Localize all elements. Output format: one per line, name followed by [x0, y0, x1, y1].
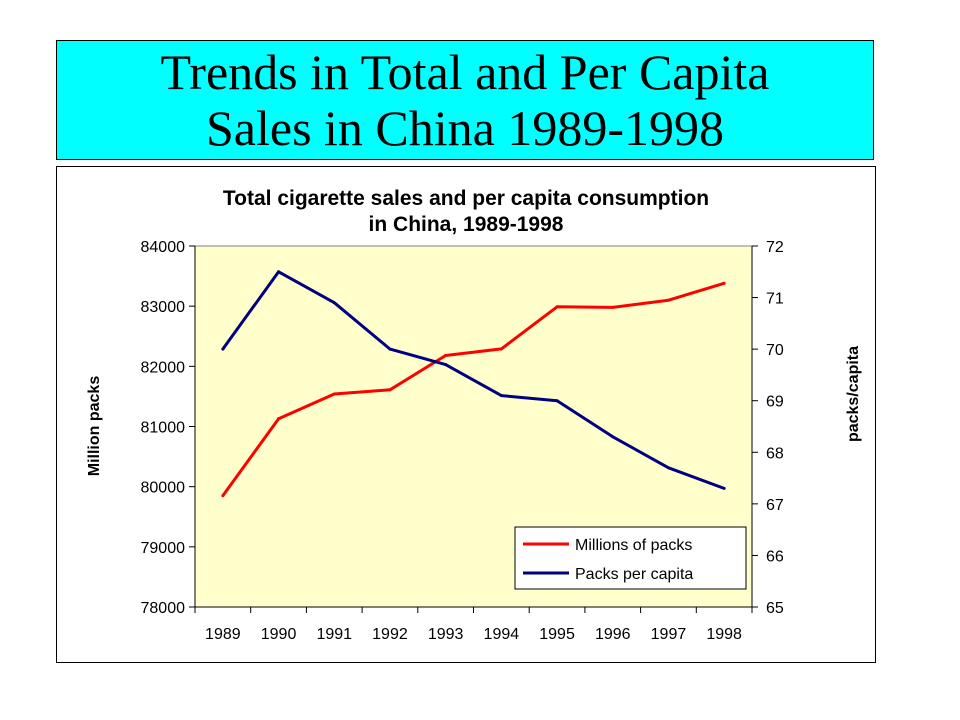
chart-frame: Total cigarette sales and per capita con… [56, 166, 876, 663]
y-left-tick-label: 82000 [141, 359, 186, 376]
legend: Millions of packs Packs per capita [514, 526, 747, 590]
data-point-millions-of-packs [277, 417, 281, 421]
data-point-packs-per-capita [611, 435, 615, 439]
data-point-packs-per-capita [332, 301, 336, 305]
data-point-millions-of-packs [611, 305, 615, 309]
y-right-tick-label: 68 [766, 445, 784, 462]
legend-box [514, 526, 747, 590]
data-point-millions-of-packs [722, 281, 726, 285]
chart-title-line-1: Total cigarette sales and per capita con… [223, 187, 709, 210]
y-left-axis-label: Million packs [86, 376, 103, 477]
y-left-tick-label: 78000 [141, 600, 186, 617]
line-chart: Total cigarette sales and per capita con… [86, 187, 862, 643]
y-left-tick-label: 83000 [141, 299, 186, 316]
x-tick-label: 1997 [651, 626, 687, 643]
data-point-millions-of-packs [221, 494, 225, 498]
data-point-packs-per-capita [666, 466, 670, 470]
y-left-tick-label: 84000 [141, 239, 186, 256]
y-right-tick-label: 71 [766, 291, 784, 308]
legend-label-packs-per-capita: Packs per capita [575, 566, 693, 583]
data-point-millions-of-packs [388, 388, 392, 392]
y-right-tick-label: 72 [766, 239, 784, 256]
data-point-millions-of-packs [444, 354, 448, 358]
y-right-tick-label: 65 [766, 600, 784, 617]
x-tick-label: 1989 [205, 626, 241, 643]
y-right-tick-label: 70 [766, 342, 784, 359]
data-point-packs-per-capita [444, 363, 448, 367]
y-left-tick-label: 81000 [141, 420, 186, 437]
y-right-tick-label: 69 [766, 394, 784, 411]
data-point-packs-per-capita [388, 347, 392, 351]
x-tick-label: 1994 [484, 626, 520, 643]
x-tick-label: 1991 [316, 626, 352, 643]
x-tick-label: 1990 [261, 626, 297, 643]
x-tick-label: 1993 [428, 626, 464, 643]
axes: 78000 79000 80000 81000 82000 83000 84000 65 66 6… [141, 239, 784, 643]
x-tick-label: 1996 [595, 626, 631, 643]
data-point-packs-per-capita [499, 394, 503, 398]
data-point-packs-per-capita [555, 399, 559, 403]
slide-title-line-2: Sales in China 1989-1998 [205, 100, 725, 156]
data-point-millions-of-packs [332, 392, 336, 396]
data-point-packs-per-capita [221, 347, 225, 351]
legend-label-millions-of-packs: Millions of packs [575, 537, 692, 554]
y-left-tick-label: 79000 [141, 540, 186, 557]
data-point-packs-per-capita [722, 486, 726, 490]
series-line-millions-of-packs [221, 281, 725, 497]
series-line-packs-per-capita [221, 270, 725, 490]
slide-title-box: Trends in Total and Per Capita Sales in … [56, 40, 874, 160]
x-tick-label: 1998 [706, 626, 742, 643]
data-point-millions-of-packs [499, 347, 503, 351]
y-right-tick-label: 66 [766, 548, 784, 565]
chart-title-line-2: in China, 1989-1998 [369, 213, 564, 236]
y-right-axis-label: packs/capita [845, 346, 862, 442]
slide-title-line-1: Trends in Total and Per Capita [160, 44, 770, 100]
series-lines [221, 270, 726, 498]
data-point-millions-of-packs [555, 305, 559, 309]
y-right-tick-label: 67 [766, 497, 784, 514]
data-point-millions-of-packs [666, 298, 670, 302]
x-tick-label: 1995 [539, 626, 575, 643]
x-tick-label: 1992 [372, 626, 408, 643]
y-left-tick-label: 80000 [141, 480, 186, 497]
data-point-packs-per-capita [277, 270, 281, 274]
